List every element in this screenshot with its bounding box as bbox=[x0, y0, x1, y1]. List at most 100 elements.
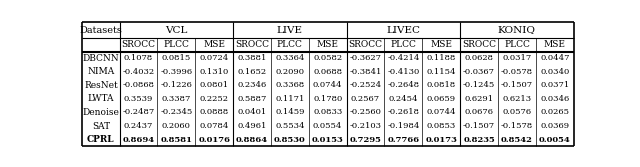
Text: 0.1154: 0.1154 bbox=[426, 68, 456, 76]
Text: SROCC: SROCC bbox=[349, 40, 383, 49]
Text: PLCC: PLCC bbox=[504, 40, 530, 49]
Text: -0.0367: -0.0367 bbox=[463, 68, 495, 76]
Text: PLCC: PLCC bbox=[390, 40, 416, 49]
Text: 0.0688: 0.0688 bbox=[313, 68, 342, 76]
Text: NIMA: NIMA bbox=[87, 67, 115, 76]
Text: 0.1310: 0.1310 bbox=[200, 68, 228, 76]
Text: 0.0724: 0.0724 bbox=[200, 54, 228, 62]
Text: CPRL: CPRL bbox=[87, 135, 115, 144]
Text: MSE: MSE bbox=[544, 40, 566, 49]
Text: KONIQ: KONIQ bbox=[498, 26, 536, 35]
Text: 0.0317: 0.0317 bbox=[502, 54, 532, 62]
Text: VCL: VCL bbox=[165, 26, 188, 35]
Text: 0.1780: 0.1780 bbox=[313, 95, 342, 103]
Text: 0.3364: 0.3364 bbox=[275, 54, 305, 62]
Text: MSE: MSE bbox=[203, 40, 225, 49]
Text: LIVEC: LIVEC bbox=[387, 26, 420, 35]
Text: -0.4130: -0.4130 bbox=[387, 68, 419, 76]
Text: -0.3996: -0.3996 bbox=[160, 68, 193, 76]
Text: 0.8864: 0.8864 bbox=[236, 136, 268, 144]
Text: 0.3881: 0.3881 bbox=[237, 54, 267, 62]
Text: PLCC: PLCC bbox=[163, 40, 189, 49]
Text: 0.7295: 0.7295 bbox=[349, 136, 381, 144]
Text: 0.0628: 0.0628 bbox=[465, 54, 493, 62]
Text: 0.2454: 0.2454 bbox=[388, 95, 418, 103]
Text: DBCNN: DBCNN bbox=[83, 54, 119, 63]
Text: 0.0401: 0.0401 bbox=[237, 109, 267, 117]
Text: LIVE: LIVE bbox=[277, 26, 303, 35]
Text: 0.6291: 0.6291 bbox=[465, 95, 493, 103]
Text: 0.2437: 0.2437 bbox=[124, 122, 153, 130]
Text: 0.3539: 0.3539 bbox=[124, 95, 153, 103]
Text: 0.2346: 0.2346 bbox=[237, 81, 267, 90]
Text: 0.0818: 0.0818 bbox=[427, 81, 456, 90]
Text: Denoise: Denoise bbox=[83, 108, 120, 117]
Text: 0.1188: 0.1188 bbox=[426, 54, 456, 62]
Text: 0.0888: 0.0888 bbox=[200, 109, 228, 117]
Text: -0.1226: -0.1226 bbox=[161, 81, 192, 90]
Text: 0.0582: 0.0582 bbox=[313, 54, 342, 62]
Text: 0.8530: 0.8530 bbox=[274, 136, 306, 144]
Text: 0.0833: 0.0833 bbox=[313, 109, 342, 117]
Text: -0.2648: -0.2648 bbox=[387, 81, 419, 90]
Text: 0.0815: 0.0815 bbox=[162, 54, 191, 62]
Text: 0.0265: 0.0265 bbox=[540, 109, 569, 117]
Text: 0.0801: 0.0801 bbox=[200, 81, 228, 90]
Text: 0.2060: 0.2060 bbox=[162, 122, 191, 130]
Text: ResNet: ResNet bbox=[84, 81, 118, 90]
Text: SROCC: SROCC bbox=[122, 40, 156, 49]
Text: 0.0676: 0.0676 bbox=[465, 109, 493, 117]
Text: PLCC: PLCC bbox=[277, 40, 303, 49]
Text: -0.2618: -0.2618 bbox=[387, 109, 419, 117]
Text: -0.2560: -0.2560 bbox=[349, 109, 381, 117]
Text: -0.1507: -0.1507 bbox=[463, 122, 495, 130]
Text: 0.0371: 0.0371 bbox=[540, 81, 570, 90]
Text: -0.2487: -0.2487 bbox=[122, 109, 155, 117]
Text: -0.2103: -0.2103 bbox=[349, 122, 381, 130]
Text: -0.4032: -0.4032 bbox=[122, 68, 154, 76]
Text: -0.3627: -0.3627 bbox=[349, 54, 381, 62]
Text: Datasets: Datasets bbox=[79, 26, 122, 35]
Text: MSE: MSE bbox=[317, 40, 339, 49]
Text: LWTA: LWTA bbox=[88, 95, 114, 104]
Text: 0.8235: 0.8235 bbox=[463, 136, 495, 144]
Text: 0.8694: 0.8694 bbox=[122, 136, 154, 144]
Text: 0.1459: 0.1459 bbox=[275, 109, 305, 117]
Text: -0.1578: -0.1578 bbox=[500, 122, 533, 130]
Text: 0.5887: 0.5887 bbox=[237, 95, 267, 103]
Text: 0.1652: 0.1652 bbox=[237, 68, 266, 76]
Text: 0.0576: 0.0576 bbox=[502, 109, 531, 117]
Text: 0.0369: 0.0369 bbox=[540, 122, 570, 130]
Text: -0.4214: -0.4214 bbox=[387, 54, 420, 62]
Text: -0.3841: -0.3841 bbox=[349, 68, 381, 76]
Text: -0.0868: -0.0868 bbox=[122, 81, 154, 90]
Text: -0.0578: -0.0578 bbox=[501, 68, 533, 76]
Text: 0.3368: 0.3368 bbox=[275, 81, 305, 90]
Text: 0.0346: 0.0346 bbox=[540, 95, 570, 103]
Text: -0.1984: -0.1984 bbox=[387, 122, 420, 130]
Text: 0.1078: 0.1078 bbox=[124, 54, 153, 62]
Text: 0.1171: 0.1171 bbox=[275, 95, 305, 103]
Text: 0.2567: 0.2567 bbox=[351, 95, 380, 103]
Text: 0.0340: 0.0340 bbox=[540, 68, 570, 76]
Text: 0.0744: 0.0744 bbox=[426, 109, 456, 117]
Text: 0.0153: 0.0153 bbox=[312, 136, 344, 144]
Text: SAT: SAT bbox=[92, 122, 110, 131]
Text: 0.6213: 0.6213 bbox=[502, 95, 531, 103]
Text: 0.0173: 0.0173 bbox=[425, 136, 457, 144]
Text: SROCC: SROCC bbox=[235, 40, 269, 49]
Text: 0.8542: 0.8542 bbox=[501, 136, 533, 144]
Text: -0.2524: -0.2524 bbox=[349, 81, 381, 90]
Text: 0.8581: 0.8581 bbox=[160, 136, 192, 144]
Text: SROCC: SROCC bbox=[462, 40, 496, 49]
Text: 0.5534: 0.5534 bbox=[275, 122, 305, 130]
Text: -0.1245: -0.1245 bbox=[463, 81, 495, 90]
Text: 0.0784: 0.0784 bbox=[200, 122, 229, 130]
Text: 0.0554: 0.0554 bbox=[313, 122, 342, 130]
Text: 0.0447: 0.0447 bbox=[540, 54, 570, 62]
Text: 0.2090: 0.2090 bbox=[275, 68, 305, 76]
Text: 0.0744: 0.0744 bbox=[313, 81, 342, 90]
Text: 0.0054: 0.0054 bbox=[539, 136, 571, 144]
Text: -0.1507: -0.1507 bbox=[501, 81, 533, 90]
Text: MSE: MSE bbox=[430, 40, 452, 49]
